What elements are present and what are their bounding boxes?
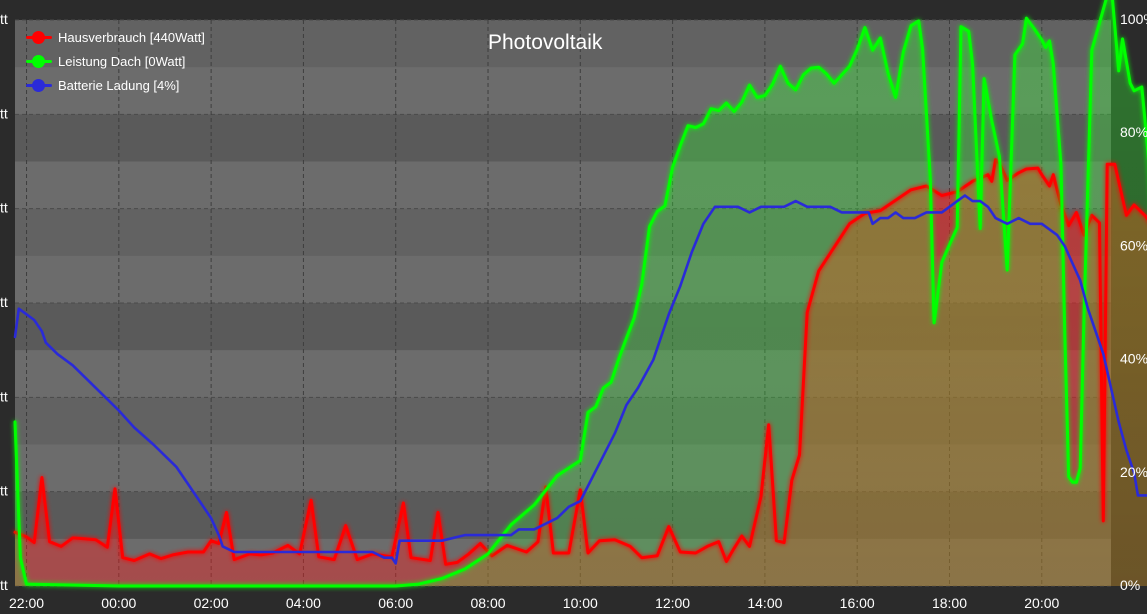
legend-swatch-red <box>26 30 52 44</box>
legend-item-hausverbrauch[interactable]: Hausverbrauch [440Watt] <box>26 25 205 49</box>
series-area-leistung-dach <box>15 0 1147 586</box>
y-right-tick-label: 0% <box>1120 577 1140 593</box>
legend-label: Batterie Ladung [4%] <box>58 77 180 93</box>
legend-item-leistung-dach[interactable]: Leistung Dach [0Watt] <box>26 49 205 73</box>
y-left-tick-label: tt <box>0 388 8 404</box>
x-tick-label: 12:00 <box>655 595 690 611</box>
y-left-tick-label: tt <box>0 294 8 310</box>
series-line-leistung-dach <box>13 0 1147 588</box>
y-right-tick-label: 100% <box>1120 11 1147 27</box>
plot-band <box>15 114 1111 162</box>
legend-label: Leistung Dach [0Watt] <box>58 53 186 69</box>
x-tick-label: 10:00 <box>563 595 598 611</box>
legend-label: Hausverbrauch [440Watt] <box>58 29 205 45</box>
legend-item-batterie-ladung[interactable]: Batterie Ladung [4%] <box>26 73 205 97</box>
y-right-tick-label: 40% <box>1120 351 1147 367</box>
chart-title: Photovoltaik <box>488 31 603 54</box>
chart-legend: Hausverbrauch [440Watt] Leistung Dach [0… <box>26 25 205 97</box>
x-tick-label: 18:00 <box>932 595 967 611</box>
y-left-tick-label: tt <box>0 200 8 216</box>
y-right-tick-label: 20% <box>1120 464 1147 480</box>
y-right-tick-label: 60% <box>1120 237 1147 253</box>
y-left-tick-label: tt <box>0 577 8 593</box>
series-line-batterie-ladung <box>13 194 1147 565</box>
legend-swatch-green <box>26 54 52 68</box>
x-tick-label: 22:00 <box>9 595 44 611</box>
x-tick-label: 16:00 <box>840 595 875 611</box>
series-fills <box>15 0 1147 586</box>
series-line-hausverbrauch <box>13 158 1147 566</box>
y-left-tick-label: tt <box>0 105 8 121</box>
x-axis: 22:00 00:00 02:00 04:00 06:00 08:00 10:00 12:00… <box>9 595 1059 611</box>
legend-swatch-blue <box>26 78 52 92</box>
right-axis: 0% 20% 40% 60% 80% 100% <box>1120 11 1147 593</box>
x-tick-label: 06:00 <box>378 595 413 611</box>
x-tick-label: 08:00 <box>470 595 505 611</box>
x-tick-label: 20:00 <box>1024 595 1059 611</box>
x-tick-label: 14:00 <box>747 595 782 611</box>
series-lines <box>13 0 1147 588</box>
x-tick-label: 04:00 <box>286 595 321 611</box>
plot-band <box>15 20 1111 68</box>
left-axis: tt tt tt tt tt tt tt <box>0 11 8 593</box>
x-tick-label: 00:00 <box>101 595 136 611</box>
x-tick-label: 02:00 <box>194 595 229 611</box>
y-left-tick-label: tt <box>0 11 8 27</box>
y-left-tick-label: tt <box>0 483 8 499</box>
y-right-tick-label: 80% <box>1120 124 1147 140</box>
